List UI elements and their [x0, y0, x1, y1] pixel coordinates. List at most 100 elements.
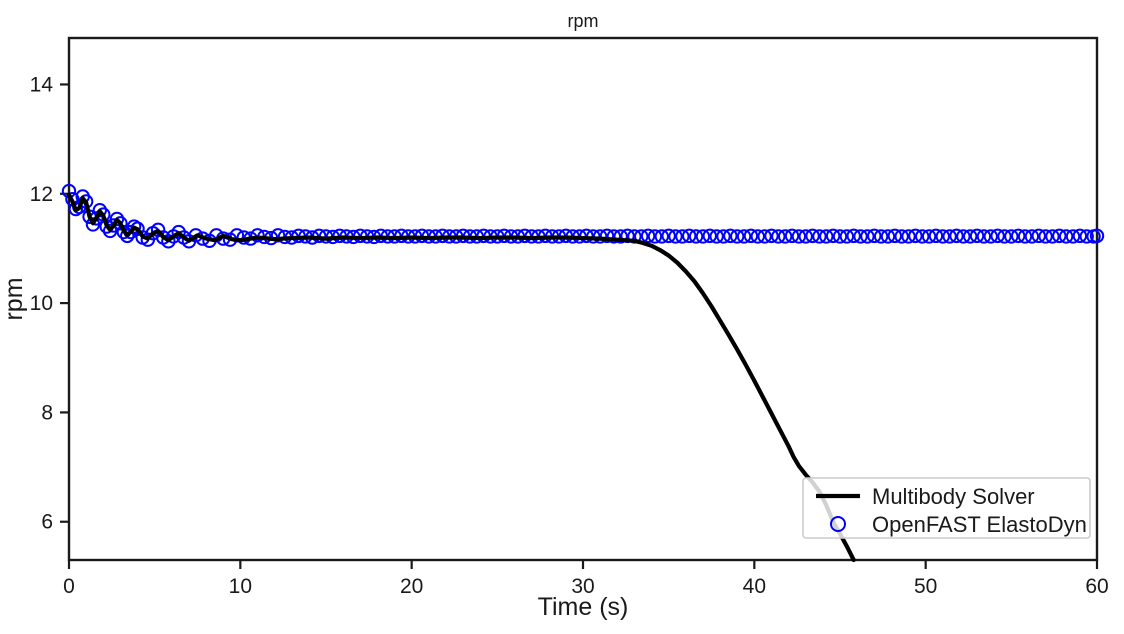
data-point-marker [921, 229, 937, 244]
data-point-marker [901, 229, 916, 244]
data-point-marker [949, 228, 964, 244]
x-tick-label: 50 [914, 575, 937, 598]
data-point-marker [990, 228, 1005, 244]
data-point-marker [784, 228, 800, 244]
data-point-marker [675, 229, 690, 244]
data-point-marker [120, 228, 135, 244]
data-point-marker [250, 228, 265, 243]
data-point-marker [1004, 229, 1019, 244]
legend-box [802, 477, 1091, 539]
data-point-marker [956, 229, 971, 244]
data-point-marker [880, 229, 896, 244]
data-point-marker [599, 228, 615, 244]
data-point-marker [647, 229, 663, 244]
data-point-marker [908, 228, 923, 244]
data-point-marker [270, 228, 286, 243]
data-point-marker [963, 229, 978, 244]
data-point-marker [613, 229, 628, 244]
data-point-marker [1065, 229, 1081, 244]
data-point-marker [606, 229, 622, 244]
data-point-marker [867, 228, 882, 244]
x-tick-label: 30 [571, 575, 594, 598]
data-point-marker [805, 228, 820, 244]
data-point-marker [894, 229, 909, 244]
data-point-marker [736, 229, 752, 244]
y-tick-label: 14 [30, 73, 54, 96]
data-point-marker [1010, 228, 1026, 244]
y-axis-title: rpm [0, 277, 28, 320]
y-tick-label: 10 [30, 292, 53, 315]
data-point-marker [654, 229, 670, 244]
data-point-marker [846, 228, 861, 244]
chart-title: rpm [568, 11, 599, 31]
x-tick-label: 0 [63, 575, 75, 598]
data-point-marker [764, 228, 779, 244]
data-point-marker [1072, 228, 1088, 244]
series-openfast-elastodyn-markers [61, 183, 1105, 249]
data-point-marker [716, 229, 731, 244]
data-point-marker [1052, 228, 1067, 244]
data-point-marker [812, 229, 827, 244]
y-tick-label: 12 [30, 183, 53, 206]
data-point-marker [976, 229, 992, 244]
data-point-marker [935, 229, 950, 244]
data-point-marker [750, 229, 765, 244]
data-point-marker [709, 229, 724, 244]
data-point-marker [777, 229, 793, 244]
y-tick-label: 6 [41, 511, 53, 534]
data-point-marker [640, 228, 656, 244]
data-point-marker [743, 228, 759, 244]
data-point-marker [1089, 228, 1105, 244]
data-point-marker [1045, 229, 1060, 244]
y-axis-ticks: 6 8 10 12 14 [30, 73, 69, 534]
x-tick-label: 60 [1085, 575, 1108, 598]
data-point-marker [682, 228, 697, 244]
data-point-marker [688, 229, 704, 244]
data-point-marker [730, 229, 745, 244]
data-point-marker [1017, 229, 1033, 244]
data-point-marker [695, 229, 711, 244]
data-point-marker [825, 228, 841, 244]
data-point-marker [969, 228, 985, 244]
data-point-marker [942, 229, 957, 244]
data-point-marker [873, 229, 889, 244]
data-point-marker [757, 229, 772, 244]
data-point-marker [1038, 229, 1053, 244]
data-point-marker [791, 229, 807, 244]
data-point-marker [928, 228, 944, 244]
data-point-marker [92, 202, 108, 218]
data-point-marker [1024, 229, 1040, 244]
y-tick-label: 8 [41, 401, 53, 424]
data-point-marker [997, 229, 1012, 244]
x-tick-label: 10 [229, 575, 252, 598]
data-point-marker [702, 228, 717, 244]
legend-circle-swatch [830, 516, 846, 532]
data-point-marker [771, 229, 786, 244]
data-point-marker [983, 229, 998, 244]
data-point-marker [1058, 229, 1074, 244]
legend-label-openfast-elastodyn: OpenFAST ElastoDyn [872, 512, 1087, 537]
legend-label-multibody-solver: Multibody Solver [872, 484, 1035, 509]
data-point-marker [798, 229, 813, 244]
data-point-marker [832, 229, 848, 244]
data-point-marker [860, 229, 875, 244]
series-multibody-solver-line [66, 192, 856, 563]
data-point-marker [723, 228, 738, 244]
x-tick-label: 40 [743, 575, 766, 598]
data-point-marker [853, 229, 868, 244]
data-point-marker [109, 211, 125, 227]
x-tick-label: 20 [400, 575, 423, 598]
data-series-layer [61, 183, 1105, 563]
x-axis-ticks: 0 10 20 30 40 50 60 [63, 560, 1109, 598]
data-point-marker [819, 229, 834, 244]
x-axis-title: Time (s) [538, 593, 629, 621]
data-point-marker [839, 229, 855, 244]
data-point-marker [1079, 229, 1094, 244]
data-point-marker [661, 228, 676, 244]
chart-legend[interactable]: Multibody Solver OpenFAST ElastoDyn [802, 477, 1091, 539]
data-point-marker [915, 229, 930, 244]
data-point-marker [1031, 228, 1046, 244]
data-point-marker [668, 229, 683, 244]
